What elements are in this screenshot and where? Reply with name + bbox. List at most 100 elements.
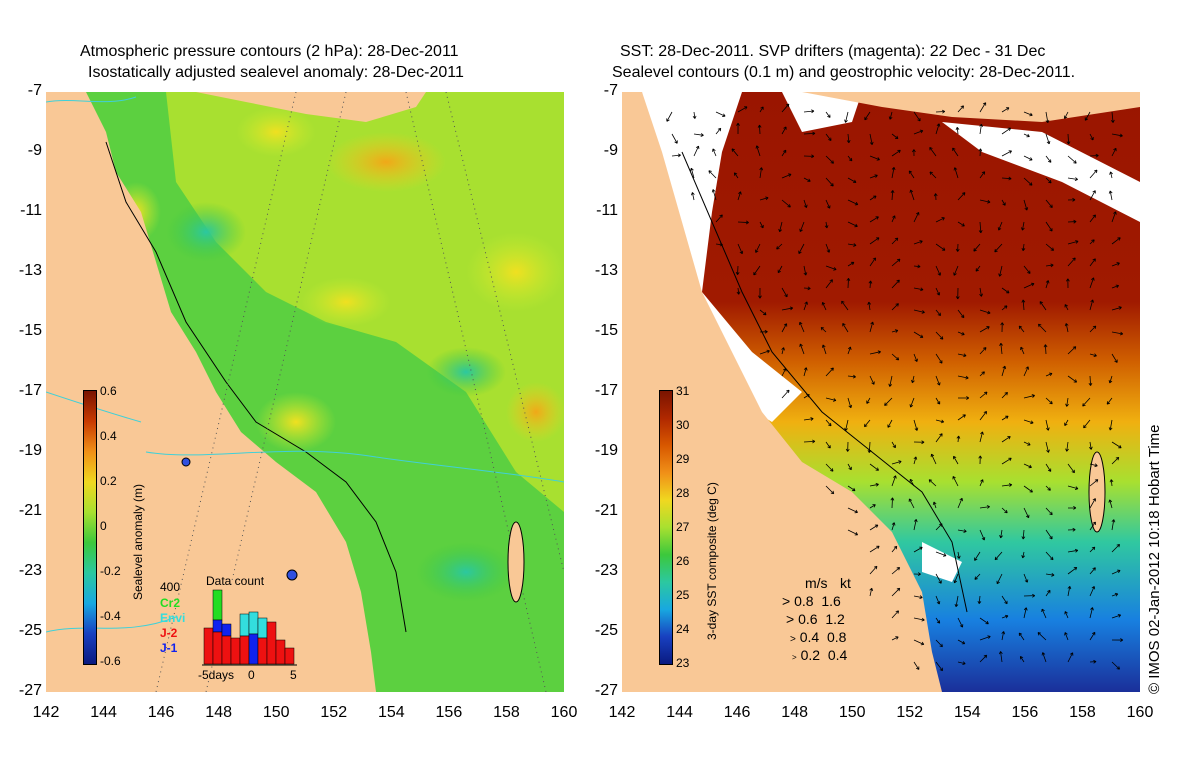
- velocity-row: > 0.6 1.2: [786, 611, 845, 627]
- velocity-vector: [913, 353, 918, 362]
- velocity-vector: [1064, 632, 1069, 641]
- velocity-vector: [847, 463, 852, 471]
- velocity-vector: [998, 651, 1003, 663]
- velocity-vector: [1067, 197, 1076, 202]
- velocity-vector: [1001, 614, 1009, 619]
- latitude-tick-label: -19: [594, 442, 618, 459]
- velocity-vector: [847, 199, 859, 206]
- velocity-vector: [1023, 366, 1029, 377]
- velocity-vector: [825, 265, 837, 271]
- velocity-vector: [999, 342, 1003, 355]
- right-title-line2: Sealevel contours (0.1 m) and geostrophi…: [612, 64, 1076, 81]
- velocity-vector: [803, 394, 810, 399]
- sat-label-cr2: Cr2: [160, 596, 181, 610]
- velocity-vector: [1000, 322, 1005, 333]
- velocity-vector: [974, 573, 981, 580]
- velocity-vector: [867, 441, 872, 453]
- velocity-vector: [847, 374, 856, 379]
- velocity-vector: [825, 397, 837, 402]
- velocity-vector: [1108, 190, 1113, 201]
- velocity-vector: [932, 501, 937, 509]
- velocity-vector: [1111, 456, 1120, 465]
- velocity-vector: [935, 217, 945, 223]
- velocity-vector: [979, 505, 990, 509]
- velocity-vector: [884, 397, 893, 406]
- velocity-kt: 1.6: [821, 593, 841, 609]
- velocity-vector: [1045, 243, 1055, 251]
- latitude-tick-label: -25: [594, 622, 618, 639]
- velocity-vector: [869, 321, 874, 333]
- velocity-vector: [1023, 177, 1033, 186]
- velocity-vector: [978, 148, 983, 157]
- velocity-vector: [913, 211, 920, 223]
- data-count-histogram: [202, 588, 297, 666]
- velocity-vector: [935, 433, 943, 443]
- velocity-vector: [1045, 507, 1053, 516]
- velocity-vector: [1089, 169, 1098, 179]
- velocity-vector: [935, 573, 942, 584]
- velocity-vector: [733, 172, 739, 179]
- latitude-tick-label: -9: [27, 142, 42, 159]
- data-count-xlabel: 5: [290, 668, 297, 682]
- velocity-vector: [891, 166, 896, 179]
- velocity-vector: [1064, 611, 1069, 619]
- longitude-tick-label: 156: [1011, 704, 1039, 721]
- velocity-vector: [1065, 397, 1069, 407]
- velocity-vector: [957, 414, 966, 421]
- velocity-vector: [737, 191, 742, 201]
- velocity-vector: [913, 518, 918, 531]
- velocity-vector: [666, 111, 673, 122]
- sst-tick: 25: [676, 588, 690, 602]
- velocity-vector: [864, 419, 871, 428]
- velocity-vector: [935, 595, 941, 605]
- latitude-tick-label: -9: [603, 142, 618, 159]
- velocity-vector: [820, 326, 827, 333]
- velocity-vector: [891, 329, 899, 333]
- velocity-vector: [957, 221, 965, 227]
- velocity-vector: [799, 343, 805, 355]
- velocity-kt: 0.8: [826, 629, 847, 645]
- velocity-vector: [869, 587, 874, 597]
- velocity-vector: [935, 551, 947, 557]
- velocity-row: > 0.4 0.8: [790, 629, 846, 645]
- velocity-vector: [708, 170, 717, 179]
- velocity-vector: [1064, 419, 1069, 426]
- velocity-vector: [1023, 199, 1029, 211]
- velocity-vector: [731, 148, 739, 157]
- velocity-vector: [825, 199, 831, 209]
- velocity-ms: 0.2: [800, 647, 821, 663]
- velocity-vector: [979, 635, 991, 641]
- velocity-vector: [956, 551, 961, 559]
- sealevel-tick: 0.6: [100, 384, 117, 398]
- velocity-vector: [1109, 171, 1113, 179]
- velocity-vector: [1111, 519, 1116, 531]
- data-count-inset: 400 Data count Cr2 Envi J-2 J-1 -5days 0…: [160, 574, 300, 684]
- velocity-vector: [671, 133, 678, 144]
- velocity-vector: [1023, 485, 1033, 493]
- sst-colorbar-label: 3-day SST composite (deg C): [705, 482, 719, 640]
- velocity-vector: [957, 529, 967, 533]
- velocity-vector: [1063, 111, 1069, 119]
- sat-label-envi: Envi: [160, 611, 186, 625]
- velocity-vector: [957, 497, 963, 509]
- latitude-tick-label: -19: [18, 442, 42, 459]
- velocity-vector: [999, 529, 1003, 539]
- velocity-vector: [1019, 656, 1025, 663]
- velocity-vector: [913, 440, 925, 445]
- velocity-vector: [759, 167, 764, 179]
- velocity-vector: [1067, 346, 1077, 355]
- velocity-vector: [891, 215, 896, 223]
- velocity-vector: [1067, 506, 1077, 510]
- velocity-vector: [1111, 543, 1120, 553]
- velocity-vector: [844, 419, 849, 431]
- velocity-vector: [1067, 527, 1076, 532]
- velocity-vector: [978, 455, 983, 465]
- velocity-vector: [935, 375, 941, 386]
- velocity-vector: [1065, 278, 1070, 289]
- velocity-vector: [825, 485, 835, 495]
- velocity-vector: [1001, 436, 1011, 443]
- velocity-vector: [1045, 419, 1050, 431]
- velocity-vector: [979, 309, 991, 315]
- velocity-vector: [1067, 463, 1075, 474]
- latitude-tick-label: -13: [18, 262, 42, 279]
